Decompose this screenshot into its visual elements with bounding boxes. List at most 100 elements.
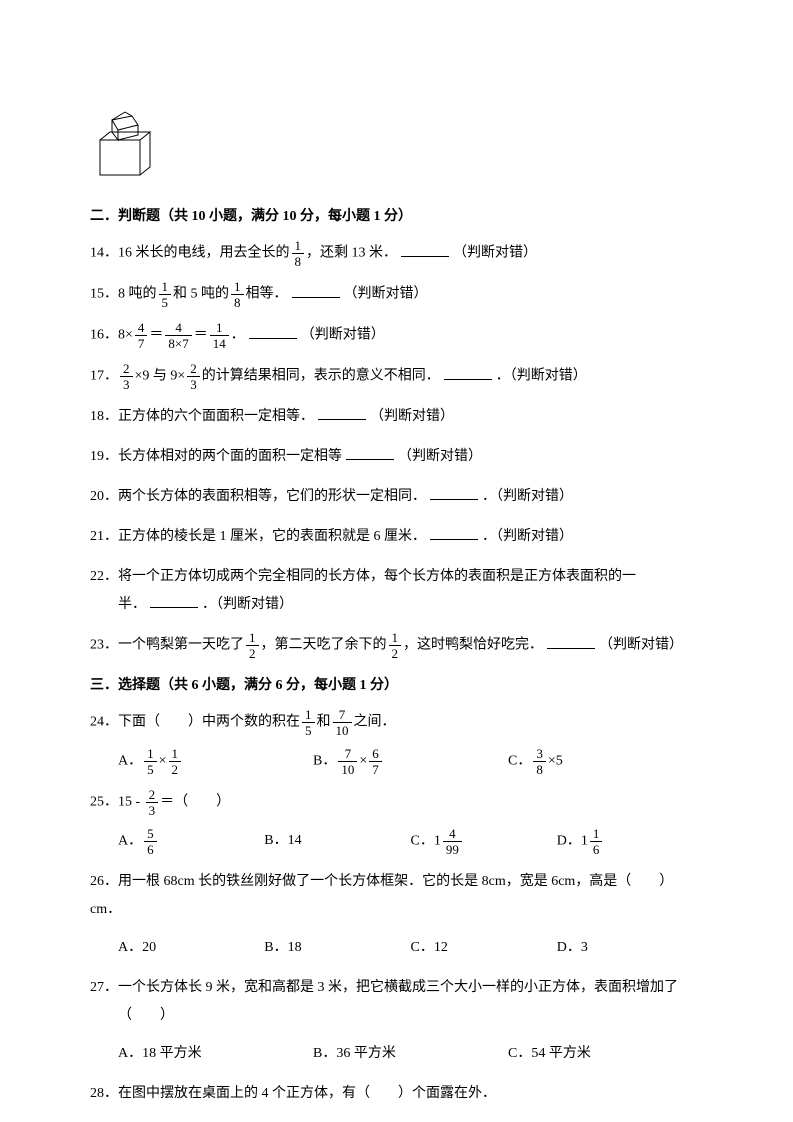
- q17-suffix: ．（判断对错）: [496, 369, 587, 384]
- q15-num: 15．: [90, 287, 118, 302]
- q28-num: 28．: [90, 1086, 118, 1101]
- q27-option-b[interactable]: B．36 平方米: [313, 1040, 508, 1068]
- q14-t2: ，还剩 13 米．: [306, 246, 397, 261]
- q16-suffix: （判断对错）: [301, 328, 385, 343]
- q20-blank[interactable]: [430, 485, 478, 500]
- q15-frac2: 18: [231, 280, 244, 309]
- q15-blank[interactable]: [292, 283, 340, 298]
- q18-suffix: （判断对错）: [370, 409, 454, 424]
- q17-t2: 的计算结果相同，表示的意义不相同．: [202, 369, 440, 384]
- q16-blank[interactable]: [249, 324, 297, 339]
- q26-options: A．20 B．18 C．12 D．3: [118, 934, 703, 962]
- q26-t: 用一根 68cm 长的铁丝刚好做了一个长方体框架．它的长是 8cm，宽是 6cm…: [90, 874, 673, 917]
- q14-num: 14．: [90, 246, 118, 261]
- q23-t2: ，第二天吃了余下的: [261, 638, 387, 653]
- question-26: 26．用一根 68cm 长的铁丝刚好做了一个长方体框架．它的长是 8cm，宽是 …: [90, 868, 703, 962]
- q27-num: 27．: [90, 980, 118, 995]
- q16-t1: 8×: [118, 328, 133, 343]
- q15-frac1: 15: [159, 280, 172, 309]
- q23-suffix: （判断对错）: [599, 638, 683, 653]
- q24-options: A．15×12 B．710×67 C．38×5: [118, 747, 703, 776]
- q16-frac1: 47: [135, 321, 148, 350]
- question-21: 21．正方体的棱长是 1 厘米，它的表面积就是 6 厘米． ．（判断对错）: [90, 523, 703, 551]
- q28-t: 在图中摆放在桌面上的 4 个正方体，有（ ）个面露在外．: [118, 1086, 496, 1101]
- q22-t1: 将一个正方体切成两个完全相同的长方体，每个长方体的表面积是正方体表面积的一: [118, 569, 636, 584]
- q23-blank[interactable]: [547, 634, 595, 649]
- q20-suffix: ．（判断对错）: [482, 489, 573, 504]
- q16-frac2: 48×7: [165, 321, 191, 350]
- q17-blank[interactable]: [444, 365, 492, 380]
- q24-num: 24．: [90, 715, 118, 730]
- q24-option-b[interactable]: B．710×67: [313, 747, 508, 776]
- q23-frac2: 12: [389, 631, 402, 660]
- q25-option-a[interactable]: A．56: [118, 827, 264, 856]
- q17-frac1: 23: [120, 362, 133, 391]
- question-15: 15．8 吨的15和 5 吨的18相等．（判断对错）: [90, 280, 703, 309]
- q23-t3: ，这时鸭梨恰好吃完．: [403, 638, 543, 653]
- q16-t2: ．: [231, 328, 245, 343]
- q25-options: A．56 B．14 C．1499 D．116: [118, 827, 703, 856]
- q22-t2: 半．: [118, 597, 146, 612]
- q21-num: 21．: [90, 529, 118, 544]
- q24-t2: 和: [317, 715, 331, 730]
- q15-t3: 相等．: [246, 287, 288, 302]
- q24-frac2: 710: [333, 708, 352, 737]
- q14-blank[interactable]: [401, 242, 449, 257]
- q21-t: 正方体的棱长是 1 厘米，它的表面积就是 6 厘米．: [118, 529, 426, 544]
- question-24: 24．下面（ ）中两个数的积在15和710之间． A．15×12 B．710×6…: [90, 708, 703, 776]
- q16-num: 16．: [90, 328, 118, 343]
- section-3-title: 三．选择题（共 6 小题，满分 6 分，每小题 1 分）: [90, 674, 703, 694]
- q26-option-b[interactable]: B．18: [264, 934, 410, 962]
- q25-t1: 15 -: [118, 795, 144, 810]
- question-28: 28．在图中摆放在桌面上的 4 个正方体，有（ ）个面露在外．: [90, 1080, 703, 1108]
- q16-eq1: ＝: [149, 328, 163, 343]
- question-14: 14．16 米长的电线，用去全长的18，还剩 13 米．（判断对错）: [90, 239, 703, 268]
- q25-t2: ＝（ ）: [160, 795, 230, 810]
- q27-options: A．18 平方米 B．36 平方米 C．54 平方米: [118, 1040, 703, 1068]
- q17-frac2: 23: [187, 362, 200, 391]
- q18-t: 正方体的六个面面积一定相等．: [118, 409, 314, 424]
- q25-option-b[interactable]: B．14: [264, 827, 410, 856]
- q22-blank[interactable]: [150, 593, 198, 608]
- q18-blank[interactable]: [318, 405, 366, 420]
- q26-option-d[interactable]: D．3: [557, 934, 703, 962]
- question-18: 18．正方体的六个面面积一定相等． （判断对错）: [90, 403, 703, 431]
- q24-option-c[interactable]: C．38×5: [508, 747, 703, 776]
- q19-t: 长方体相对的两个面的面积一定相等: [118, 449, 342, 464]
- q14-frac1: 18: [292, 239, 305, 268]
- q26-num: 26．: [90, 874, 118, 889]
- question-20: 20．两个长方体的表面积相等，它们的形状一定相同．．（判断对错）: [90, 483, 703, 511]
- q18-num: 18．: [90, 409, 118, 424]
- q16-frac3: 114: [210, 321, 229, 350]
- q19-blank[interactable]: [346, 445, 394, 460]
- q24-option-a[interactable]: A．15×12: [118, 747, 313, 776]
- q20-t: 两个长方体的表面积相等，它们的形状一定相同．: [118, 489, 426, 504]
- q17-t1: ×9 与 9×: [135, 369, 186, 384]
- q19-num: 19．: [90, 449, 118, 464]
- question-22: 22．将一个正方体切成两个完全相同的长方体，每个长方体的表面积是正方体表面积的一…: [90, 563, 703, 619]
- q26-option-c[interactable]: C．12: [411, 934, 557, 962]
- exam-page: 二．判断题（共 10 小题，满分 10 分，每小题 1 分） 14．16 米长的…: [0, 0, 793, 1122]
- boxes-illustration: [90, 90, 703, 185]
- q17-num: 17．: [90, 369, 118, 384]
- question-16: 16．8×47＝48×7＝114．（判断对错）: [90, 321, 703, 350]
- question-23: 23．一个鸭梨第一天吃了12，第二天吃了余下的12，这时鸭梨恰好吃完．（判断对错…: [90, 631, 703, 660]
- q21-suffix: ．（判断对错）: [482, 529, 573, 544]
- q22-suffix: ．（判断对错）: [202, 597, 293, 612]
- q27-option-a[interactable]: A．18 平方米: [118, 1040, 313, 1068]
- q25-option-c[interactable]: C．1499: [411, 827, 557, 856]
- question-19: 19．长方体相对的两个面的面积一定相等（判断对错）: [90, 443, 703, 471]
- section-2-title: 二．判断题（共 10 小题，满分 10 分，每小题 1 分）: [90, 205, 703, 225]
- q22-num: 22．: [90, 569, 118, 584]
- q27-paren: （ ）: [118, 1002, 703, 1030]
- question-25: 25．15 - 23＝（ ） A．56 B．14 C．1499 D．116: [90, 788, 703, 856]
- q24-frac1: 15: [302, 708, 315, 737]
- q27-option-c[interactable]: C．54 平方米: [508, 1040, 703, 1068]
- q21-blank[interactable]: [430, 525, 478, 540]
- q15-suffix: （判断对错）: [344, 287, 428, 302]
- q26-option-a[interactable]: A．20: [118, 934, 264, 962]
- q25-option-d[interactable]: D．116: [557, 827, 703, 856]
- question-17: 17．23×9 与 9×23的计算结果相同，表示的意义不相同．．（判断对错）: [90, 362, 703, 391]
- q22-line2: 半． ．（判断对错）: [118, 591, 703, 619]
- q25-num: 25．: [90, 795, 118, 810]
